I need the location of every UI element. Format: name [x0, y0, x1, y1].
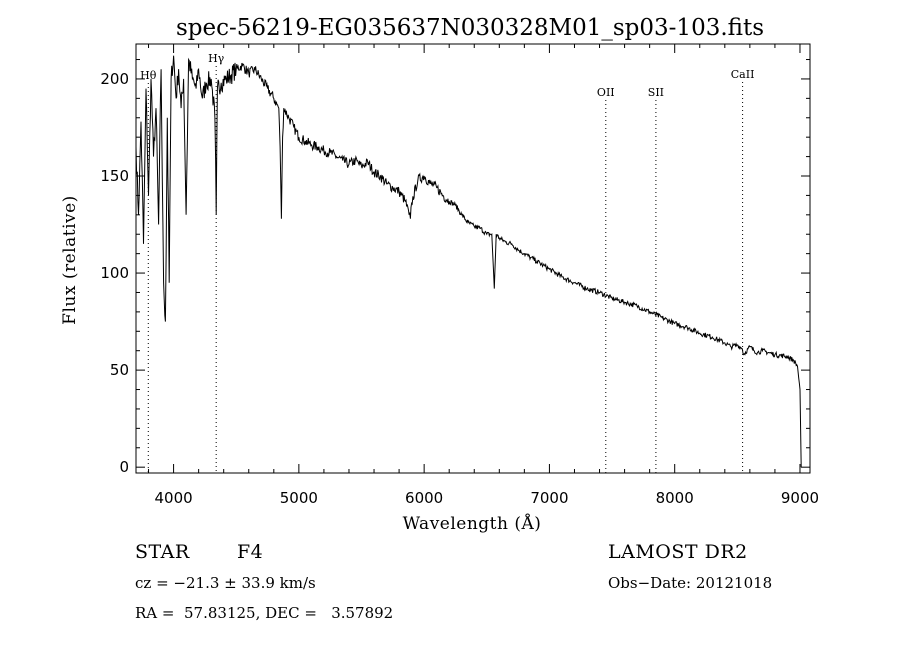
- spectral-line-label: OII: [597, 86, 615, 99]
- x-axis-label: Wavelength (Å): [403, 513, 542, 534]
- object-subclass: F4: [237, 541, 264, 563]
- tick-label: 150: [100, 167, 129, 185]
- ra-dec-coords: RA = 57.83125, DEC = 3.57892: [135, 604, 394, 622]
- tick-label: 50: [110, 361, 129, 379]
- flux-series-line: [135, 55, 802, 468]
- spectral-line-label: Hγ: [208, 52, 225, 65]
- chart-title: spec-56219-EG035637N030328M01_sp03-103.f…: [176, 15, 764, 41]
- axis-ticks: 4000 5000 6000 7000 8000 9000 0 50 100 150 200: [100, 44, 819, 507]
- tick-label: 5000: [280, 489, 318, 507]
- redshift-cz: cz = −21.3 ± 33.9 km/s: [135, 574, 316, 592]
- tick-label: 8000: [656, 489, 694, 507]
- tick-label: 7000: [530, 489, 568, 507]
- spectrum-chart: spec-56219-EG035637N030328M01_sp03-103.f…: [60, 15, 819, 534]
- spectral-line-markers: Hθ Hγ OII SII CaII: [140, 52, 754, 473]
- spectral-line-label: Hθ: [140, 69, 157, 82]
- y-axis-label: Flux (relative): [60, 195, 80, 325]
- tick-label: 100: [100, 264, 129, 282]
- spectral-line-label: CaII: [731, 68, 755, 81]
- plot-frame: [135, 43, 811, 474]
- spectral-line-label: SII: [648, 86, 664, 99]
- object-type: STAR: [135, 541, 190, 563]
- survey-name: LAMOST DR2: [608, 541, 748, 563]
- tick-label: 6000: [405, 489, 443, 507]
- tick-label: 0: [119, 458, 129, 476]
- tick-label: 200: [100, 70, 129, 88]
- tick-label: 9000: [781, 489, 819, 507]
- obs-date: Obs−Date: 20121018: [608, 574, 773, 592]
- tick-label: 4000: [154, 489, 192, 507]
